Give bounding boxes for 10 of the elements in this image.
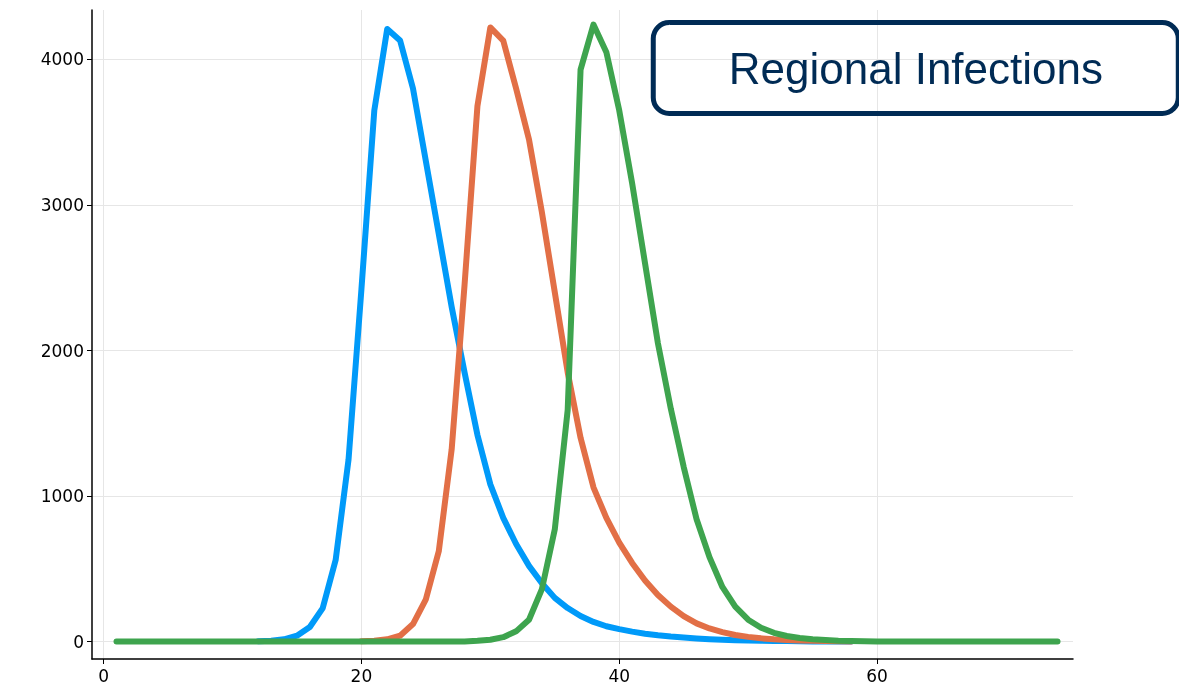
y-tick-label: 2000 (40, 340, 84, 361)
y-tick-label: 0 (73, 631, 84, 652)
x-tick-label: 60 (866, 665, 888, 686)
y-tick-label: 4000 (40, 49, 84, 70)
y-tick-label: 1000 (40, 486, 84, 507)
text: Regional Infections (728, 43, 1104, 93)
x-tick-label: 0 (98, 665, 110, 686)
x-tick-label: 40 (608, 665, 631, 686)
y-tick-label: 3000 (40, 194, 84, 215)
x-tick-label: 20 (350, 665, 373, 686)
